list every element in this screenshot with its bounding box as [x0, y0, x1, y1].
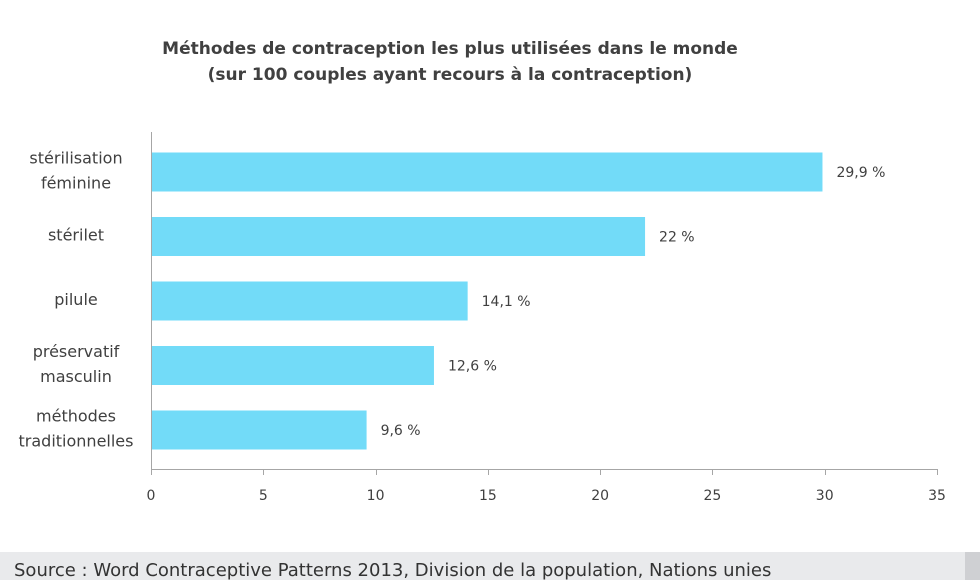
source-note: Source : Word Contraceptive Patterns 201… [0, 552, 965, 580]
value-label-3: 12,6 % [448, 359, 497, 375]
chart-title-block: Méthodes de contraception les plus utili… [0, 36, 900, 88]
x-tick-label-1: 5 [259, 488, 268, 504]
bars-layer: 29,9 % stérilisation féminine 22 % stérilet 1… [19, 149, 886, 451]
source-bar-edge [965, 552, 980, 580]
bar-2 [151, 281, 468, 321]
value-label-0: 29,9 % [836, 165, 885, 181]
bar-3 [151, 346, 434, 385]
x-tick-label-6: 30 [816, 488, 834, 504]
category-label-1: stérilet [48, 226, 104, 245]
chart-subtitle: (sur 100 couples ayant recours à la cont… [207, 65, 693, 85]
value-label-1: 22 % [659, 230, 695, 246]
x-tick-label-0: 0 [147, 488, 156, 504]
x-tick-label-4: 20 [591, 488, 609, 504]
bar-0 [151, 152, 823, 192]
category-label-4: méthodes traditionnelles [19, 407, 134, 451]
bar-chart: 29,9 % stérilisation féminine 22 % stérilet 1… [19, 132, 946, 504]
bar-4 [151, 410, 367, 450]
category-label-3: préservatif masculin [33, 342, 120, 386]
x-tick-label-7: 35 [928, 488, 946, 504]
x-axis: 0 5 10 15 20 25 30 35 [147, 132, 946, 504]
x-tick-label-3: 15 [479, 488, 497, 504]
bar-1 [151, 217, 646, 256]
category-label-2: pilule [54, 290, 97, 309]
value-label-2: 14,1 % [482, 294, 531, 310]
x-tick-label-2: 10 [367, 488, 385, 504]
category-label-0: stérilisation féminine [29, 149, 122, 193]
x-tick-label-5: 25 [704, 488, 722, 504]
chart-title: Méthodes de contraception les plus utili… [162, 39, 738, 59]
value-label-4: 9,6 % [381, 423, 421, 439]
